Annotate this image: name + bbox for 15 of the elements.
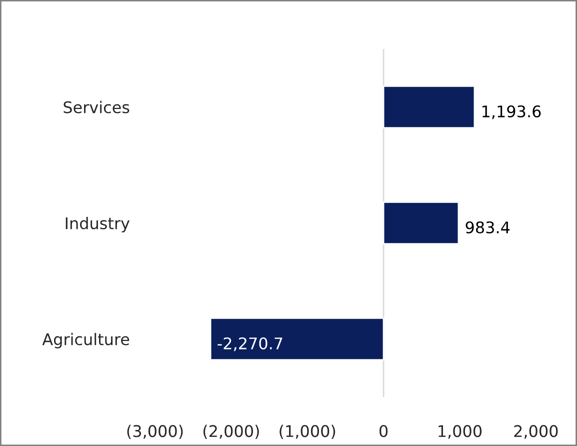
x-tick-label: (3,000) — [127, 424, 183, 440]
bar — [382, 201, 460, 245]
x-tick-label: (2,000) — [203, 424, 259, 440]
y-tick-label: Services — [64, 100, 130, 114]
x-tick-label: 2,000 — [514, 425, 558, 439]
y-tick-label: Agriculture — [42, 332, 130, 348]
data-label: -2,270.7 — [218, 337, 282, 352]
y-tick-label: Industry — [66, 216, 130, 232]
data-label: 1,193.6 — [482, 105, 541, 120]
bar — [382, 85, 476, 129]
bar — [210, 317, 384, 361]
x-tick-label: 0 — [380, 425, 388, 438]
x-tick-label: (1,000) — [280, 424, 336, 440]
data-label: 983.4 — [466, 221, 510, 234]
x-tick-label: 1,000 — [438, 425, 482, 439]
